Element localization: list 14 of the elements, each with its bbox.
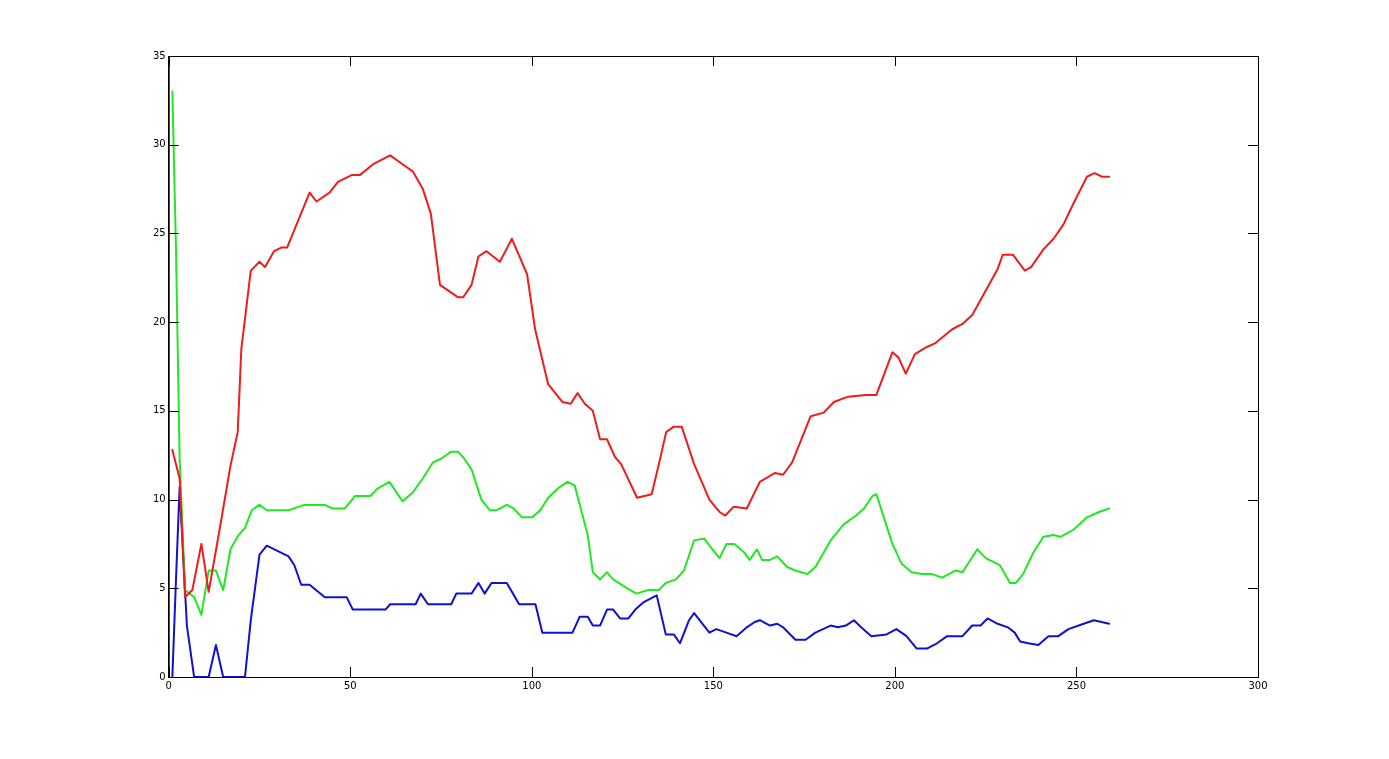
y-tick-label: 25 bbox=[152, 227, 166, 239]
y-tick-label: 0 bbox=[159, 670, 166, 682]
x-tick-label: 250 bbox=[1066, 679, 1086, 691]
x-tick-label: 200 bbox=[885, 679, 905, 691]
x-tick-label: 300 bbox=[1248, 679, 1268, 691]
y-tick-label: 5 bbox=[159, 581, 166, 593]
y-tick-label: 20 bbox=[152, 315, 166, 327]
y-tick-label: 35 bbox=[152, 49, 166, 61]
y-tick-label: 15 bbox=[152, 404, 166, 416]
x-tick-label: 50 bbox=[343, 679, 357, 691]
x-tick-label: 150 bbox=[703, 679, 723, 691]
y-tick-label: 30 bbox=[152, 138, 166, 150]
x-tick-label: 100 bbox=[522, 679, 542, 691]
y-tick-label: 10 bbox=[152, 493, 166, 505]
